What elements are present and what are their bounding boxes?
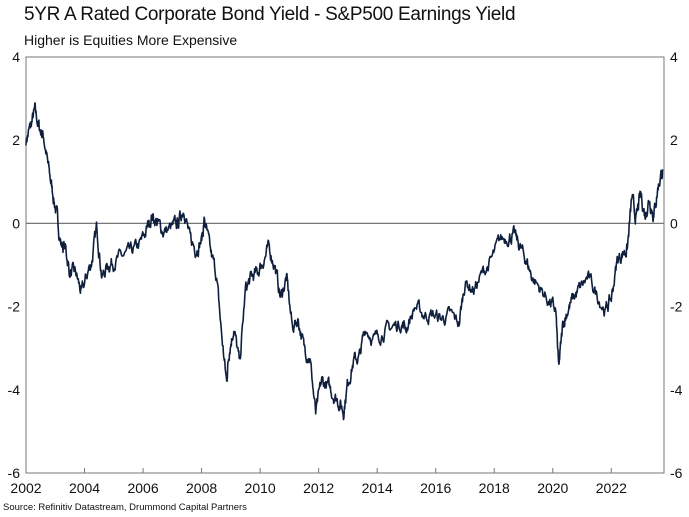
x-tick-label: 2022 [596,480,627,496]
x-tick-label: 2016 [420,480,451,496]
y-tick-label-right: 4 [670,49,678,65]
y-tick-label-right: 2 [670,132,678,148]
y-tick-label-left: -2 [8,299,21,315]
x-tick-label: 2008 [186,480,217,496]
x-tick-label: 2006 [127,480,158,496]
chart-title: 5YR A Rated Corporate Bond Yield - S&P50… [24,4,516,25]
y-tick-label-left: 2 [12,132,20,148]
x-tick-label: 2004 [69,480,100,496]
y-tick-label-left: -6 [8,465,21,481]
y-tick-label-right: 0 [670,215,678,231]
y-tick-label-left: 4 [12,49,20,65]
x-tick-label: 2012 [303,480,334,496]
x-tick-label: 2002 [10,480,41,496]
y-tick-label-right: -6 [670,465,683,481]
chart-subtitle: Higher is Equities More Expensive [24,32,238,48]
source-note: Source: Refinitiv Datastream, Drummond C… [3,502,247,513]
x-tick-label: 2018 [479,480,510,496]
x-tick-label: 2014 [362,480,393,496]
plot-frame [25,56,665,474]
y-tick-label-left: -4 [8,382,21,398]
y-tick-label-right: -2 [670,299,683,315]
series-line [25,102,664,421]
x-tick-label: 2010 [245,480,276,496]
y-tick-label-right: -4 [670,382,683,398]
y-tick-label-left: 0 [12,215,20,231]
x-tick-label: 2020 [537,480,568,496]
